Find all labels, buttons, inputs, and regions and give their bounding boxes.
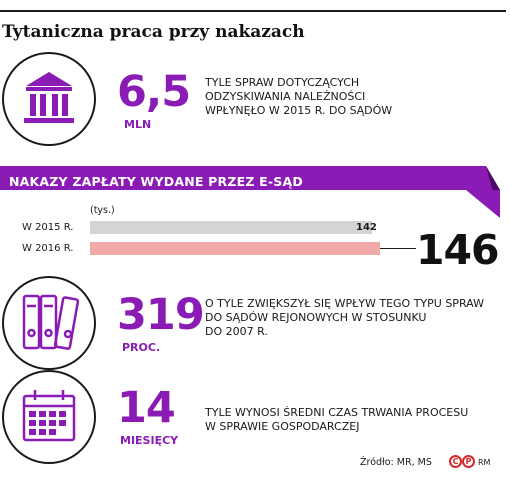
growth-description-line-1: O TYLE ZWIĘKSZYŁ SIĘ WPŁYW TEGO TYPU SPR… (205, 297, 484, 310)
chart-title: NAKAZY ZAPŁATY WYDANE PRZEZ E-SĄD (9, 174, 303, 189)
duration-description-line-2: W SPRAWIE GOSPODARCZEJ (205, 420, 360, 433)
callout-leader-line (380, 248, 416, 249)
bar-value-2015: 142 (356, 222, 377, 233)
publisher-logo-c: C (449, 455, 462, 468)
growth-unit: PROC. (122, 341, 161, 354)
bar-label-2015: W 2015 R. (22, 222, 74, 233)
bar-2015 (90, 221, 372, 234)
chart-unit-label: (tys.) (90, 205, 115, 216)
cases-number: 6,5 (117, 67, 191, 117)
cases-description-line-1: TYLE SPRAW DOTYCZĄCYCH (205, 76, 360, 89)
duration-unit: MIESIĘCY (120, 434, 179, 447)
cases-description-line-2: ODZYSKIWANIA NALEŻNOŚCI (205, 90, 366, 103)
bar-value-2016-callout: 146 (416, 226, 500, 274)
duration-description: TYLE WYNOSI ŚREDNI CZAS TRWANIA PROCESU … (205, 406, 468, 434)
calendar-icon-circle (2, 370, 96, 464)
bar-2016 (90, 242, 380, 255)
court-building-icon-circle (2, 52, 96, 146)
duration-description-line-1: TYLE WYNOSI ŚREDNI CZAS TRWANIA PROCESU (205, 406, 469, 419)
growth-description-line-2: DO SĄDÓW REJONOWYCH W STOSUNKU (205, 311, 427, 324)
source-note: Źródło: MR, MS (360, 457, 432, 468)
calendar-icon (22, 390, 76, 442)
growth-description-line-3: DO 2007 R. (205, 325, 268, 338)
cases-description: TYLE SPRAW DOTYCZĄCYCH ODZYSKIWANIA NALE… (205, 76, 392, 118)
cases-description-line-3: WPŁYNĘŁO W 2015 R. DO SĄDÓW (205, 104, 393, 117)
duration-number: 14 (117, 383, 176, 433)
binders-icon-circle (2, 276, 96, 370)
publisher-logo-p: P (462, 455, 475, 468)
top-rule (0, 10, 506, 12)
growth-number: 319 (117, 290, 205, 340)
chart-banner (0, 166, 500, 218)
court-building-icon (24, 72, 74, 123)
page-title: Tytaniczna praca przy nakazach (2, 22, 305, 42)
binders-icon (22, 294, 80, 350)
cases-unit: MLN (124, 118, 152, 131)
bar-label-2016: W 2016 R. (22, 243, 74, 254)
growth-description: O TYLE ZWIĘKSZYŁ SIĘ WPŁYW TEGO TYPU SPR… (205, 297, 484, 339)
author-initials: RM (478, 458, 491, 467)
